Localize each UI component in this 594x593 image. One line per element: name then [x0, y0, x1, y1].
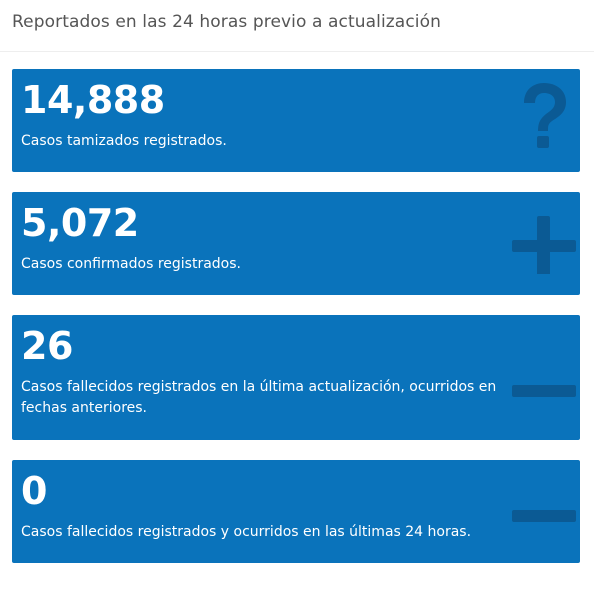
card-description: Casos confirmados registrados. [21, 256, 241, 272]
card-description: Casos fallecidos registrados y ocurridos… [21, 524, 472, 540]
card-number: 26 [21, 324, 73, 368]
page-header: Reportados en las 24 horas previo a actu… [0, 0, 594, 52]
card-tamizados: 14,888 Casos tamizados registrados. [12, 69, 580, 172]
minus-icon [512, 470, 576, 542]
card-fallecidos-anteriores: 26 Casos fallecidos registrados en la úl… [12, 315, 580, 440]
card-number: 14,888 [21, 78, 165, 122]
question-icon [512, 79, 576, 151]
page-title: Reportados en las 24 horas previo a actu… [12, 12, 441, 32]
card-description: Casos tamizados registrados. [21, 133, 227, 149]
card-fallecidos-24h: 0 Casos fallecidos registrados y ocurrid… [12, 460, 580, 563]
plus-icon [512, 202, 576, 274]
card-description: Casos fallecidos registrados en la últim… [21, 379, 497, 416]
card-confirmados: 5,072 Casos confirmados registrados. [12, 192, 580, 295]
card-number: 5,072 [21, 201, 139, 245]
card-number: 0 [21, 469, 47, 513]
minus-icon [512, 325, 576, 397]
